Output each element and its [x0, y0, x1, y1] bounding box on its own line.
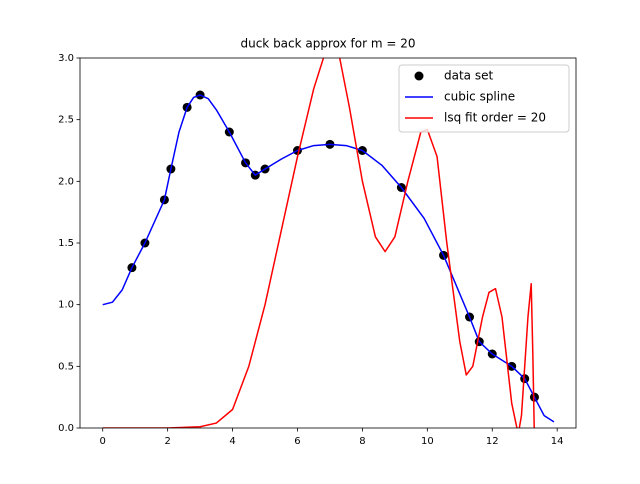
y-tick-label: 1.0: [58, 300, 74, 311]
y-tick-label: 3.0: [58, 53, 74, 64]
legend-box: [398, 64, 570, 133]
legend: data set cubic spline lsq fit order = 20: [398, 64, 570, 133]
x-tick-label: 2: [164, 436, 170, 447]
y-tick-label: 0.5: [58, 361, 74, 372]
series-line: [102, 94, 555, 423]
x-tick-label: 6: [294, 436, 300, 447]
x-tick-label: 12: [486, 436, 499, 447]
chart-title: duck back approx for m = 20: [240, 37, 415, 51]
y-tick-label: 2.0: [58, 176, 74, 187]
legend-label: cubic spline: [444, 90, 515, 104]
legend-label: data set: [444, 69, 493, 83]
x-tick-label: 0: [100, 436, 106, 447]
y-tick-label: 1.5: [58, 238, 74, 249]
series-line: [102, 58, 535, 428]
y-tick-label: 2.5: [58, 115, 74, 126]
x-tick-label: 14: [551, 436, 564, 447]
x-tick-label: 10: [421, 436, 434, 447]
legend-label: lsq fit order = 20: [444, 111, 546, 125]
plot-area: [102, 58, 555, 428]
y-tick-label: 0.0: [58, 423, 74, 434]
x-tick-label: 4: [229, 436, 235, 447]
x-tick-label: 8: [359, 436, 365, 447]
legend-marker: [414, 71, 424, 81]
